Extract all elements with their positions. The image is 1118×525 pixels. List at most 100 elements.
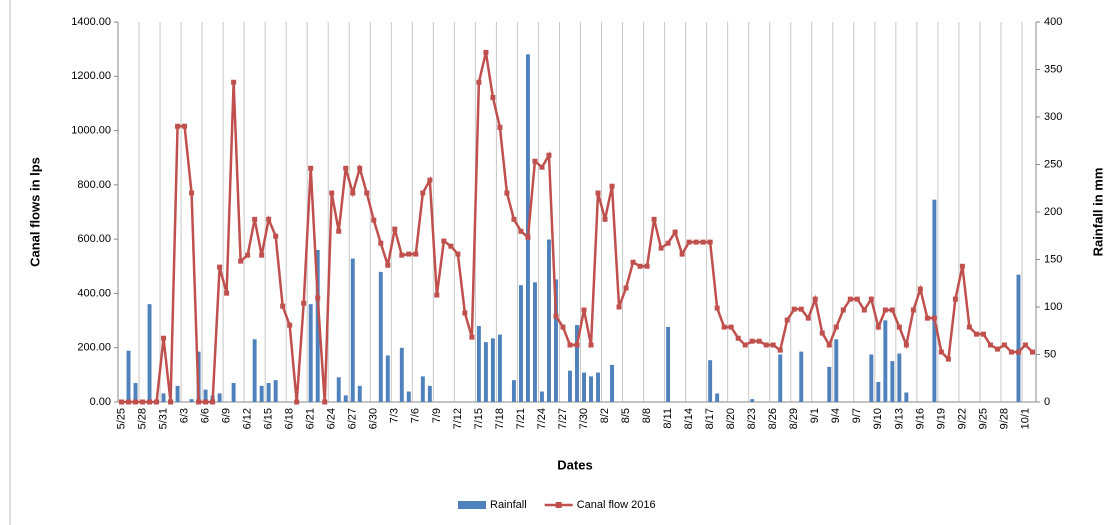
- bar: [259, 385, 264, 402]
- line-marker: [595, 190, 601, 196]
- bar: [231, 383, 236, 402]
- line-marker: [133, 399, 139, 405]
- x-axis-title: Dates: [557, 457, 592, 472]
- line-marker: [903, 342, 909, 348]
- line-marker: [175, 123, 181, 129]
- line-marker: [770, 342, 776, 348]
- bar: [161, 393, 166, 402]
- x-tick-label: 6/15: [263, 408, 275, 429]
- line-marker: [140, 399, 146, 405]
- bar: [876, 382, 881, 402]
- line-marker: [882, 307, 888, 313]
- line-marker: [616, 304, 622, 310]
- line-marker: [679, 251, 685, 257]
- line-marker: [686, 239, 692, 245]
- line-marker: [959, 263, 965, 269]
- x-tick-label: 8/8: [641, 408, 653, 423]
- line-marker: [665, 240, 671, 246]
- bar: [666, 326, 671, 402]
- line-marker: [1015, 349, 1021, 355]
- line-marker: [364, 190, 370, 196]
- y2-axis-title: Rainfall in mm: [1090, 168, 1105, 257]
- line-marker: [546, 152, 552, 158]
- line-marker: [420, 190, 426, 196]
- y2-tick-label: 50: [1044, 348, 1056, 360]
- line-marker: [182, 123, 188, 129]
- y2-tick-label: 0: [1044, 396, 1050, 408]
- line-marker: [189, 190, 195, 196]
- x-tick-label: 10/1: [1019, 408, 1031, 429]
- line-marker: [756, 338, 762, 344]
- bar: [511, 380, 516, 402]
- line-marker: [868, 296, 874, 302]
- line-marker: [413, 251, 419, 257]
- line-marker: [917, 286, 923, 292]
- bar: [610, 364, 615, 402]
- line-marker: [245, 252, 251, 258]
- line-marker: [154, 399, 160, 405]
- line-marker: [560, 324, 566, 330]
- line-marker: [441, 238, 447, 244]
- line-marker: [630, 259, 636, 265]
- line-marker: [1022, 342, 1028, 348]
- bar: [175, 385, 180, 402]
- y-tick-label: 0.00: [90, 396, 111, 408]
- bar: [399, 347, 404, 402]
- bar: [126, 350, 131, 402]
- y2-tick-label: 100: [1044, 301, 1062, 313]
- line-marker: [350, 190, 356, 196]
- line-marker: [784, 317, 790, 323]
- line-marker: [637, 263, 643, 269]
- y-tick-label: 1200.00: [71, 70, 111, 82]
- x-tick-label: 7/21: [515, 408, 527, 429]
- x-tick-label: 5/31: [157, 408, 169, 429]
- x-tick-label: 6/18: [284, 408, 296, 429]
- bar: [575, 325, 579, 402]
- line-marker: [980, 331, 986, 337]
- bar: [497, 334, 502, 402]
- line-marker: [343, 165, 349, 171]
- bar: [476, 326, 481, 402]
- line-marker: [742, 342, 748, 348]
- line-marker: [609, 183, 615, 189]
- line-marker: [651, 216, 657, 222]
- line-marker: [567, 342, 573, 348]
- line-marker: [623, 285, 629, 291]
- y2-tick-label: 300: [1044, 111, 1062, 123]
- line-marker: [798, 306, 804, 312]
- line-marker: [777, 347, 783, 353]
- x-tick-label: 8/2: [599, 408, 611, 423]
- bar: [778, 354, 783, 402]
- x-tick-label: 8/20: [725, 408, 737, 429]
- line-marker: [574, 342, 580, 348]
- legend-label: Rainfall: [490, 499, 527, 511]
- bar: [273, 380, 278, 402]
- line-marker: [308, 165, 314, 171]
- line-marker: [553, 313, 559, 319]
- x-tick-label: 9/4: [830, 408, 842, 423]
- bar: [133, 383, 138, 402]
- bar: [189, 399, 194, 402]
- line-marker: [448, 243, 454, 249]
- x-tick-label: 7/27: [557, 408, 569, 429]
- y-tick-label: 600.00: [77, 233, 111, 245]
- bar: [427, 385, 432, 402]
- line-marker: [588, 342, 594, 348]
- line-marker: [399, 252, 405, 258]
- line-marker: [504, 190, 510, 196]
- line-marker: [700, 239, 706, 245]
- bar: [420, 376, 425, 402]
- line-marker: [602, 216, 608, 222]
- x-tick-label: 5/25: [115, 408, 127, 429]
- bar: [203, 389, 208, 402]
- bar: [883, 320, 888, 402]
- line-marker: [847, 296, 853, 302]
- x-tick-label: 8/29: [788, 408, 800, 429]
- line-marker: [924, 315, 930, 321]
- line-marker: [1008, 349, 1014, 355]
- line-marker: [1001, 342, 1007, 348]
- x-tick-label: 6/3: [178, 408, 190, 423]
- line-marker: [973, 331, 979, 337]
- bar: [750, 399, 755, 402]
- line-marker: [539, 164, 545, 170]
